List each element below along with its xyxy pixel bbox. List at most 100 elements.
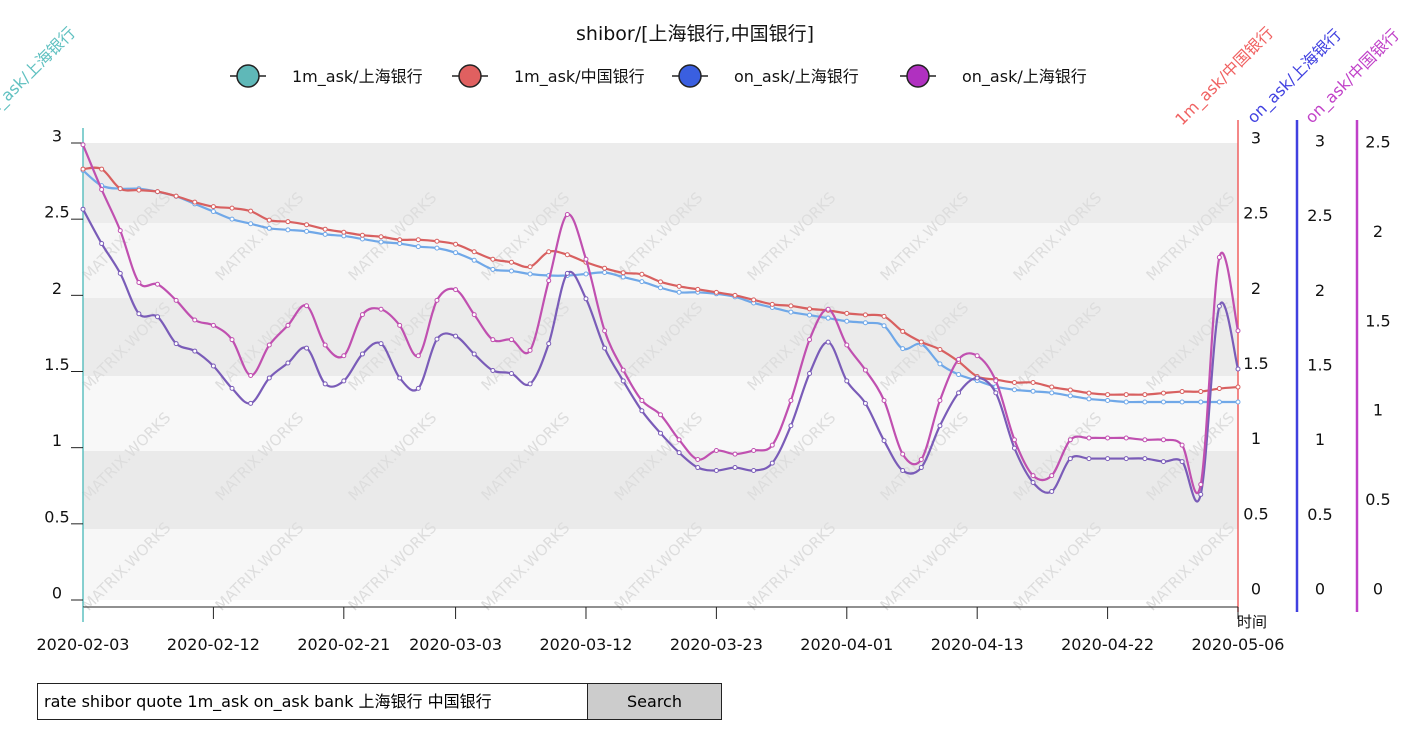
x-tick-label: 2020-05-06 [1192,635,1285,654]
point [117,270,123,276]
point [1198,491,1204,497]
point [1030,380,1036,386]
point [1011,437,1017,443]
point [1179,459,1185,465]
point [1049,473,1055,479]
point [620,274,626,280]
point [695,465,701,471]
point [248,208,254,214]
point [1123,399,1129,405]
search-input[interactable]: rate shibor quote 1m_ask on_ask bank 上海银… [38,684,588,719]
point [993,378,999,384]
x-tick-label: 2020-03-03 [409,635,502,654]
point [304,303,310,309]
point [471,312,477,318]
series-line [82,208,1240,503]
point [807,306,813,312]
y-tick-label: 1 [52,431,62,450]
legend-marker [236,64,260,88]
point [1123,392,1129,398]
point [900,468,906,474]
point [304,228,310,234]
point [937,397,943,403]
point [1142,392,1148,398]
point [304,345,310,351]
point [434,238,440,244]
point [359,312,365,318]
point [956,372,962,378]
point [80,142,86,148]
point [881,323,887,329]
point [1030,479,1036,485]
point [1142,456,1148,462]
y-tick-label: 0 [1251,580,1261,599]
point [415,244,421,250]
point [583,256,589,262]
y-tick-label: 2.5 [1243,204,1268,223]
point [695,456,701,462]
point [266,217,272,223]
point [1216,386,1222,392]
point [490,367,496,373]
y-tick-label: 2 [52,279,62,298]
point [881,397,887,403]
point [956,390,962,396]
point [1123,435,1129,441]
point [210,204,216,210]
y-tick-label: 1.5 [1307,356,1332,375]
point [1067,387,1073,393]
point [1235,384,1241,390]
x-tick-label: 2020-04-22 [1061,635,1154,654]
point [769,301,775,307]
point [1030,388,1036,394]
point [229,337,235,343]
point [1198,399,1204,405]
point [769,460,775,466]
point [862,320,868,326]
point [713,468,719,474]
point [807,370,813,376]
point [136,311,142,317]
legend-marker [678,64,702,88]
point [192,348,198,354]
point [1216,399,1222,405]
point [415,353,421,359]
point [173,297,179,303]
point [602,265,608,271]
point [359,232,365,238]
point [751,448,757,454]
y-axis-title: 1m_ask/上海银行 [0,23,80,129]
point [1160,437,1166,443]
point [1160,390,1166,396]
point [602,345,608,351]
point [1179,389,1185,395]
point [620,367,626,373]
point [99,166,105,172]
legend-label: on_ask/上海银行 [962,67,1087,87]
point [732,451,738,457]
y-tick-label: 1.5 [1243,354,1268,373]
point [620,270,626,276]
point [248,372,254,378]
point [807,337,813,343]
point [285,227,291,233]
point [918,456,924,462]
point [1123,456,1129,462]
point [807,312,813,318]
y-tick-label: 1.5 [44,355,69,374]
point [453,333,459,339]
point [844,378,850,384]
x-tick-label: 2020-03-12 [539,635,632,654]
point [602,328,608,334]
point [844,318,850,324]
point [546,249,552,255]
point [378,239,384,245]
point [99,241,105,247]
search-button[interactable]: Search [588,684,721,719]
point [825,315,831,321]
point [508,370,514,376]
point [564,270,570,276]
point [788,303,794,309]
point [1142,437,1148,443]
